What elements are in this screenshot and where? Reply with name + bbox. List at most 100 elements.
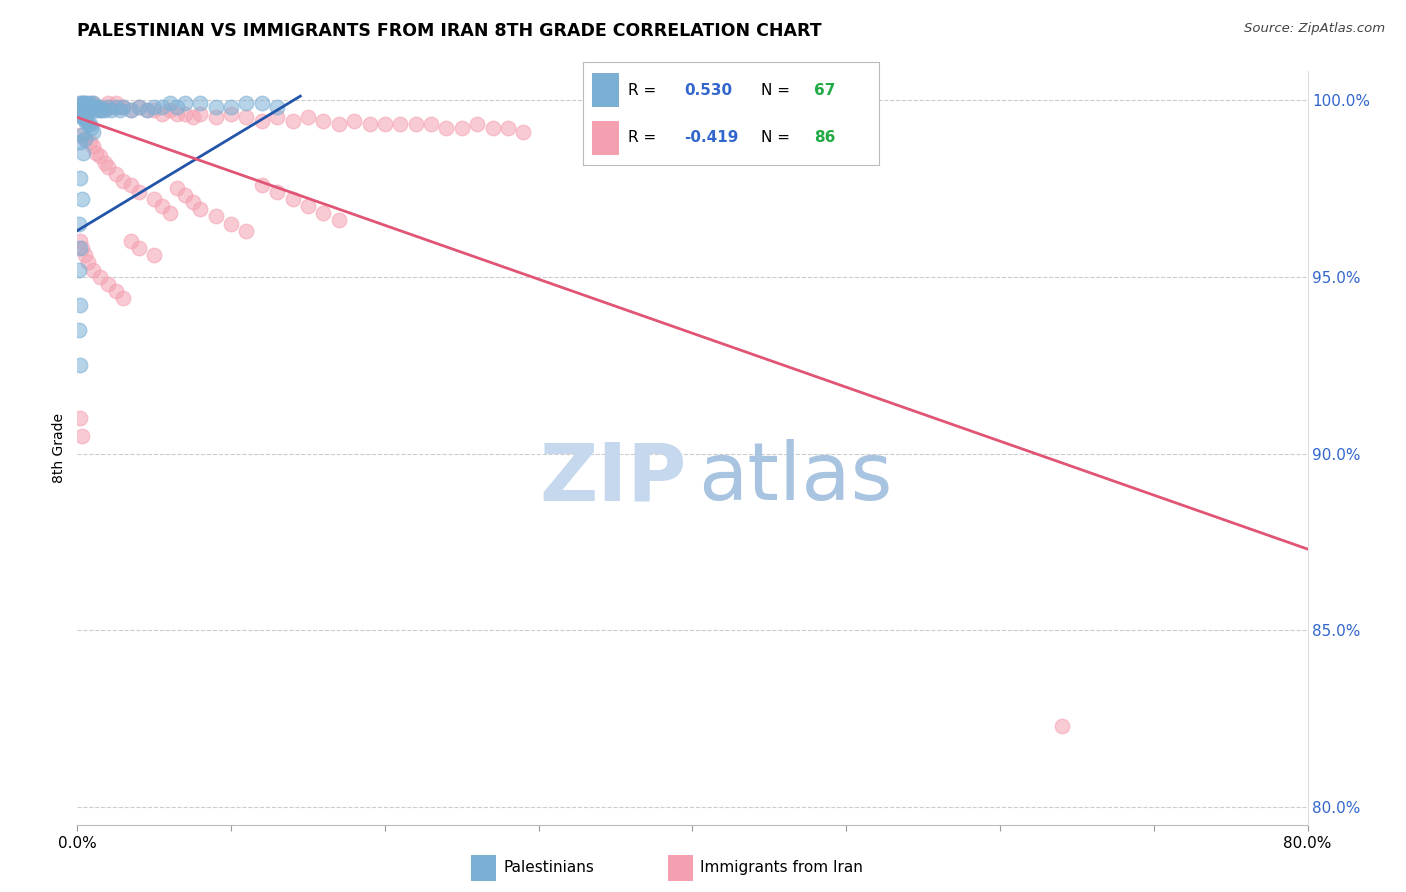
Point — [70, 111, 93, 125]
Point — [73, 114, 96, 128]
Point — [135, 103, 157, 118]
Point — [70, 96, 93, 111]
Point — [128, 241, 150, 255]
Point — [70, 429, 93, 443]
Point — [69, 241, 91, 255]
Point — [69, 298, 91, 312]
Text: PALESTINIAN VS IMMIGRANTS FROM IRAN 8TH GRADE CORRELATION CHART: PALESTINIAN VS IMMIGRANTS FROM IRAN 8TH … — [77, 22, 823, 40]
Text: N =: N = — [761, 83, 794, 97]
Point — [72, 100, 94, 114]
Point — [174, 188, 197, 202]
Point — [67, 217, 90, 231]
Point — [70, 128, 93, 142]
Point — [159, 96, 181, 111]
Text: Palestinians: Palestinians — [503, 861, 595, 875]
Point — [73, 248, 96, 262]
Point — [188, 96, 212, 111]
Point — [73, 103, 96, 118]
Point — [94, 103, 117, 118]
Point — [204, 100, 226, 114]
Point — [84, 100, 107, 114]
Point — [174, 96, 197, 111]
Point — [450, 120, 472, 135]
Point — [79, 100, 101, 114]
Point — [112, 291, 135, 305]
Point — [69, 358, 91, 372]
Point — [82, 138, 104, 153]
Point — [405, 118, 427, 132]
Point — [250, 96, 273, 111]
Point — [73, 100, 96, 114]
Point — [266, 185, 288, 199]
Point — [83, 100, 105, 114]
Point — [150, 100, 173, 114]
Point — [77, 103, 100, 118]
Point — [104, 96, 127, 111]
Point — [82, 96, 104, 111]
Y-axis label: 8th Grade: 8th Grade — [52, 413, 66, 483]
Point — [481, 120, 503, 135]
Point — [67, 96, 90, 111]
Point — [73, 131, 96, 145]
Point — [73, 96, 96, 111]
Text: Source: ZipAtlas.com: Source: ZipAtlas.com — [1244, 22, 1385, 36]
Point — [82, 262, 104, 277]
Point — [120, 103, 142, 118]
Point — [150, 107, 173, 121]
Point — [80, 103, 103, 118]
Point — [97, 277, 120, 291]
Point — [82, 96, 104, 111]
Point — [69, 107, 91, 121]
Point — [94, 100, 117, 114]
Text: 67: 67 — [814, 83, 835, 97]
Text: R =: R = — [627, 83, 661, 97]
Point — [70, 96, 93, 111]
Point — [97, 160, 120, 174]
Point — [76, 96, 98, 111]
Point — [204, 111, 226, 125]
Point — [128, 100, 150, 114]
Point — [328, 118, 350, 132]
Point — [328, 213, 350, 227]
Point — [79, 118, 101, 132]
Point — [110, 100, 132, 114]
Point — [70, 192, 93, 206]
Point — [69, 103, 91, 118]
Point — [297, 111, 319, 125]
Text: 86: 86 — [814, 130, 835, 145]
Point — [389, 118, 412, 132]
Text: -0.419: -0.419 — [683, 130, 738, 145]
Point — [69, 170, 91, 185]
Point — [496, 120, 519, 135]
Point — [128, 100, 150, 114]
Point — [143, 192, 166, 206]
Point — [235, 96, 257, 111]
Point — [281, 192, 304, 206]
Point — [73, 131, 96, 145]
Point — [104, 284, 127, 298]
Point — [67, 323, 90, 337]
Point — [120, 103, 142, 118]
Point — [110, 103, 132, 118]
Point — [181, 195, 204, 210]
Point — [69, 411, 91, 425]
Text: N =: N = — [761, 130, 794, 145]
Point — [87, 103, 110, 118]
Point — [112, 174, 135, 188]
Point — [72, 96, 94, 111]
Point — [77, 255, 100, 269]
Text: ZIP: ZIP — [538, 440, 686, 517]
Point — [188, 107, 212, 121]
Point — [219, 107, 242, 121]
Point — [1050, 719, 1073, 733]
Point — [297, 199, 319, 213]
Point — [79, 100, 101, 114]
Point — [174, 107, 197, 121]
Point — [235, 111, 257, 125]
Text: R =: R = — [627, 130, 661, 145]
Point — [70, 100, 93, 114]
Point — [89, 100, 111, 114]
Point — [420, 118, 443, 132]
Point — [112, 100, 135, 114]
Point — [143, 100, 166, 114]
